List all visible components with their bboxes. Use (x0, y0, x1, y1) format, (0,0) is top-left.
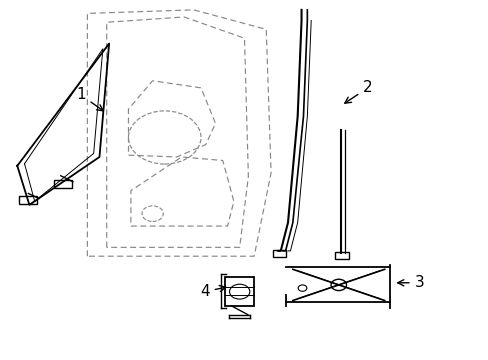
Text: 4: 4 (200, 284, 225, 299)
Text: 2: 2 (344, 80, 372, 103)
Text: 3: 3 (397, 275, 424, 290)
Text: 1: 1 (76, 87, 103, 111)
